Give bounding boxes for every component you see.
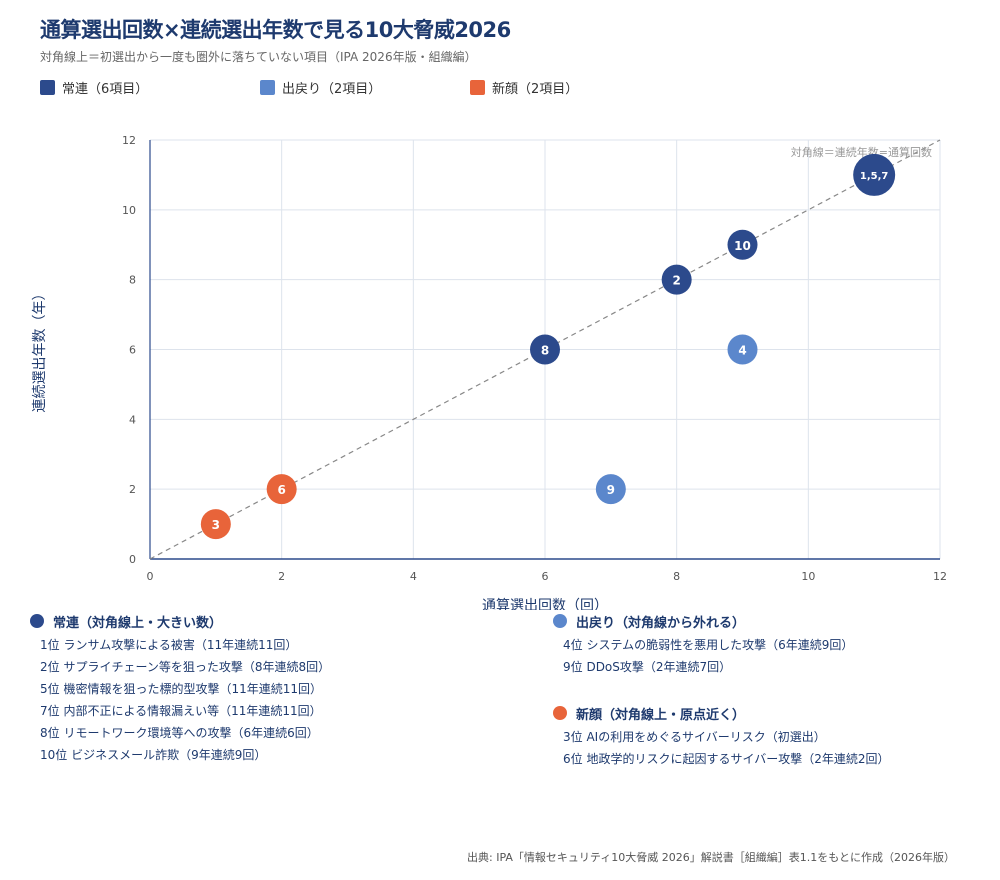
y-tick-label: 6 [129, 344, 136, 357]
x-tick-label: 12 [933, 570, 947, 583]
list-item: 2位 サプライチェーン等を狙った攻撃（8年連続8回） [40, 660, 331, 674]
legend-item-modori: 出戻り（2項目） [260, 78, 381, 97]
group-joren-dot [30, 614, 44, 628]
list-item: 4位 システムの脆弱性を悪用した攻撃（6年連続9回） [563, 638, 854, 652]
legend-swatch-modori [260, 80, 275, 95]
data-point-label: 10 [734, 239, 751, 253]
data-point-label: 1,5,7 [860, 171, 889, 182]
data-point [530, 334, 560, 365]
group-shingao-title-text: 新顔（対角線上・原点近く） [576, 707, 746, 723]
group-shingao: 新顔（対角線上・原点近く） 3位 AIの利用をめぐるサイバーリスク（初選出） 6… [553, 704, 970, 770]
list-item: 9位 DDoS攻撃（2年連続7回） [563, 660, 732, 674]
data-point-label: 6 [277, 483, 285, 497]
legend-label-joren: 常連（6項目） [62, 82, 149, 97]
legend-swatch-shingao [470, 80, 485, 95]
legend-label-shingao: 新顔（2項目） [492, 82, 579, 97]
data-point-label: 8 [541, 344, 549, 358]
data-point [266, 474, 297, 505]
x-tick-label: 4 [410, 570, 417, 583]
x-tick-label: 6 [542, 570, 549, 583]
data-point [200, 509, 231, 540]
list-item: 1位 ランサム攻撃による被害（11年連続11回） [40, 638, 298, 652]
group-modori: 出戻り（対角線から外れる） 4位 システムの脆弱性を悪用した攻撃（6年連続9回）… [553, 612, 970, 678]
chart-title: 通算選出回数×連続選出年数で見る10大脅威2026 [40, 18, 511, 42]
y-tick-label: 0 [129, 553, 136, 566]
diagonal-label: 対角線＝連続年数=通算回数 [791, 145, 932, 159]
x-tick-label: 8 [673, 570, 680, 583]
group-shingao-title: 新顔（対角線上・原点近く） [553, 704, 970, 723]
legend-label-modori: 出戻り（2項目） [282, 82, 382, 97]
legend: 常連（6項目） 出戻り（2項目） 新顔（2項目） [40, 78, 960, 98]
group-descriptions: 常連（対角線上・大きい数） 1位 ランサム攻撃による被害（11年連続11回） 2… [30, 612, 970, 812]
data-point [595, 474, 626, 505]
scatter-chart: 0 2 4 6 8 10 12 0 2 4 6 8 10 12 対角線＝連続年数=通算回数通算選出回数（回）… [31, 134, 947, 610]
x-tick-label: 10 [801, 570, 815, 583]
list-item: 6位 地政学的リスクに起因するサイバー攻撃（2年連続2回） [563, 752, 890, 766]
data-point [853, 153, 896, 196]
group-modori-title-text: 出戻り（対角線から外れる） [576, 615, 746, 631]
data-point [727, 229, 758, 260]
data-point-label: 2 [672, 274, 680, 288]
source-note: 出典: IPA「情報セキュリティ10大脅威 2026」解説書［組織編］表1.1を… [467, 851, 955, 864]
x-tick-label: 0 [147, 570, 154, 583]
data-point-label: 4 [738, 344, 746, 358]
group-joren-title-text: 常連（対角線上・大きい数） [53, 615, 223, 631]
x-tick-label: 2 [278, 570, 285, 583]
data-point [661, 264, 692, 295]
group-joren-title: 常連（対角線上・大きい数） [30, 612, 550, 631]
data-point-label: 9 [607, 483, 615, 497]
data-point-label: 3 [212, 518, 220, 532]
data-point [727, 334, 758, 365]
legend-item-shingao: 新顔（2項目） [470, 78, 578, 97]
list-item: 5位 機密情報を狙った標的型攻撃（11年連続11回） [40, 682, 322, 696]
list-item: 10位 ビジネスメール詐欺（9年連続9回） [40, 748, 267, 762]
group-modori-dot [553, 614, 567, 628]
y-tick-label: 4 [129, 413, 136, 426]
y-tick-label: 2 [129, 483, 136, 496]
legend-item-joren: 常連（6項目） [40, 78, 148, 97]
y-tick-label: 12 [122, 134, 136, 147]
chart-subtitle: 対角線上＝初選出から一度も圏外に落ちていない項目（IPA 2026年版・組織編） [40, 50, 477, 64]
x-axis-title: 通算選出回数（回） [482, 598, 608, 610]
y-tick-label: 10 [122, 204, 136, 217]
group-modori-title: 出戻り（対角線から外れる） [553, 612, 970, 631]
group-shingao-dot [553, 706, 567, 720]
legend-swatch-joren [40, 80, 55, 95]
y-tick-label: 8 [129, 274, 136, 287]
group-joren: 常連（対角線上・大きい数） 1位 ランサム攻撃による被害（11年連続11回） 2… [30, 612, 550, 766]
list-item: 3位 AIの利用をめぐるサイバーリスク（初選出） [563, 730, 826, 744]
y-axis-title: 連続選出年数（年） [31, 287, 48, 413]
list-item: 7位 内部不正による情報漏えい等（11年連続11回） [40, 704, 322, 718]
list-item: 8位 リモートワーク環境等への攻撃（6年連続6回） [40, 726, 319, 740]
